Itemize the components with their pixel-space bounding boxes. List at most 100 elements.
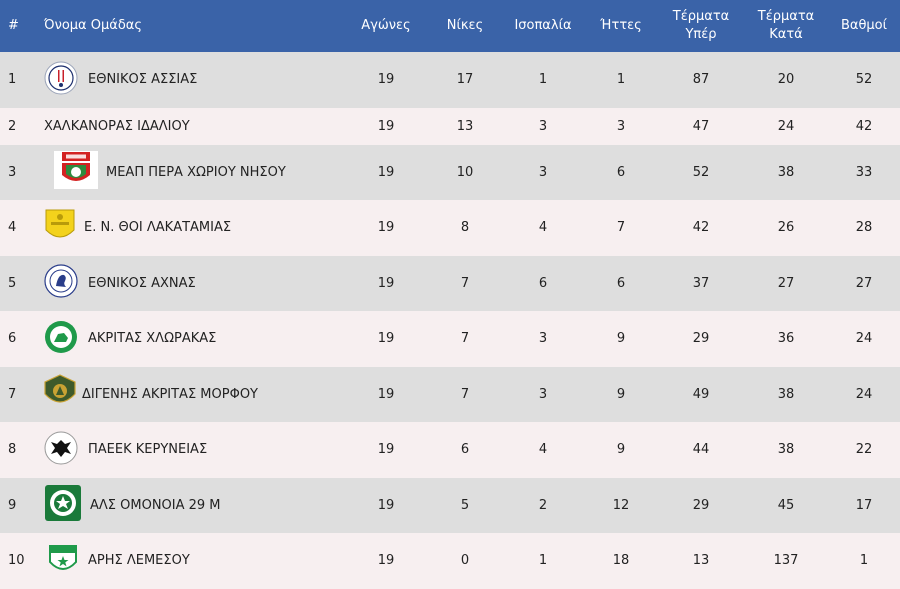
- played-cell: 19: [377, 164, 395, 180]
- table-row: 5 ΕΘΝΙΚΟΣ ΑΧΝΑΣ 19 7 6 6 37 2: [0, 255, 900, 312]
- header-rank: #: [8, 18, 19, 33]
- goals-against-cell: 38: [777, 442, 795, 458]
- rank-cell: 6: [8, 331, 17, 347]
- goals-against-cell: 20: [777, 72, 795, 88]
- header-goals-for-line2: Υπέρ: [685, 27, 717, 42]
- team-cell: ΑΡΗΣ ΛΕΜΕΣΟΥ: [40, 533, 344, 589]
- goals-against-cell: 38: [777, 386, 795, 402]
- points-cell: 52: [855, 72, 873, 88]
- table-row: 8 ΠΑΕΕΚ ΚΕΡΥΝΕΙΑΣ 19 6 4 9 44 38 22: [0, 422, 900, 478]
- played-cell: 19: [377, 442, 395, 458]
- header-losses: Ήττες: [600, 18, 642, 33]
- table-row: 10 ΑΡΗΣ ΛΕΜΕΣΟΥ 19 0 1 18 13: [0, 533, 900, 589]
- wins-cell: 17: [456, 72, 474, 88]
- goals-for-cell: 49: [692, 386, 710, 402]
- header-wins: Νίκες: [446, 18, 484, 33]
- rank-cell: 2: [8, 118, 17, 134]
- team-cell: ΜΕΑΠ ΠΕΡΑ ΧΩΡΙΟΥ ΝΗΣΟΥ: [40, 145, 344, 201]
- points-cell: 22: [855, 442, 873, 458]
- played-cell: 19: [377, 72, 395, 88]
- team-crest-icon: [48, 542, 78, 580]
- rank-cell: 5: [8, 275, 17, 291]
- table-row: 4 Ε. Ν. ΘΟΙ ΛΑΚΑΤΑΜΙΑΣ 19 8 4 7 42: [0, 200, 900, 256]
- wins-cell: 7: [460, 331, 470, 347]
- table-row: 1 ΕΘΝΙΚΟΣ ΑΣΣΙΑΣ 19 17: [0, 52, 900, 108]
- losses-cell: 6: [616, 275, 626, 291]
- draws-cell: 3: [538, 331, 548, 347]
- rank-cell: 3: [8, 164, 17, 180]
- team-cell: ΑΛΣ ΟΜΟΝΟΙΑ 29 Μ: [40, 478, 344, 534]
- wins-cell: 5: [460, 497, 470, 513]
- draws-cell: 4: [538, 442, 548, 458]
- played-cell: 19: [377, 331, 395, 347]
- played-cell: 19: [377, 553, 395, 569]
- goals-against-cell: 27: [777, 275, 795, 291]
- draws-cell: 3: [538, 386, 548, 402]
- losses-cell: 18: [612, 553, 630, 569]
- team-cell: ΕΘΝΙΚΟΣ ΑΣΣΙΑΣ: [40, 52, 344, 108]
- table-row: 2 ΧΑΛΚΑΝΟΡΑΣ ΙΔΑΛΙΟΥ 19 13 3 3 47 24 42: [0, 107, 900, 145]
- team-name: ΔΙΓΕΝΗΣ ΑΚΡΙΤΑΣ ΜΟΡΦΟΥ: [82, 386, 258, 402]
- team-crest-icon: [44, 208, 76, 248]
- draws-cell: 3: [538, 164, 548, 180]
- wins-cell: 7: [460, 275, 470, 291]
- header-team: Όνομα Ομάδας: [44, 18, 142, 33]
- team-crest-icon: [44, 264, 78, 302]
- goals-for-cell: 29: [692, 497, 710, 513]
- points-cell: 42: [855, 118, 873, 134]
- team-name: ΑΚΡΙΤΑΣ ΧΛΩΡΑΚΑΣ: [88, 331, 217, 347]
- played-cell: 19: [377, 118, 395, 134]
- points-cell: 28: [855, 220, 873, 236]
- goals-against-cell: 45: [777, 497, 795, 513]
- wins-cell: 0: [460, 553, 470, 569]
- goals-for-cell: 13: [692, 553, 710, 569]
- rank-cell: 1: [8, 72, 17, 88]
- team-name: Ε. Ν. ΘΟΙ ΛΑΚΑΤΑΜΙΑΣ: [84, 220, 232, 236]
- draws-cell: 3: [538, 118, 548, 134]
- wins-cell: 13: [456, 118, 474, 134]
- team-cell: Ε. Ν. ΘΟΙ ΛΑΚΑΤΑΜΙΑΣ: [40, 200, 344, 256]
- header-draws: Ισοπαλία: [514, 18, 572, 33]
- team-name: ΜΕΑΠ ΠΕΡΑ ΧΩΡΙΟΥ ΝΗΣΟΥ: [106, 164, 286, 180]
- team-name: ΕΘΝΙΚΟΣ ΑΣΣΙΑΣ: [88, 72, 198, 88]
- header-goals-against-line1: Τέρματα: [757, 9, 815, 24]
- rank-cell: 9: [8, 497, 17, 513]
- goals-for-cell: 42: [692, 220, 710, 236]
- played-cell: 19: [377, 497, 395, 513]
- draws-cell: 2: [538, 497, 548, 513]
- team-crest-icon: [44, 484, 82, 526]
- team-cell: ΧΑΛΚΑΝΟΡΑΣ ΙΔΑΛΙΟΥ: [40, 108, 344, 145]
- header-points: Βαθμοί: [840, 18, 888, 33]
- header-played: Αγώνες: [361, 18, 411, 33]
- team-cell: ΠΑΕΕΚ ΚΕΡΥΝΕΙΑΣ: [40, 422, 344, 478]
- team-crest-icon: [44, 374, 76, 414]
- draws-cell: 1: [538, 553, 548, 569]
- wins-cell: 8: [460, 220, 470, 236]
- team-name: ΑΛΣ ΟΜΟΝΟΙΑ 29 Μ: [90, 497, 221, 513]
- goals-for-cell: 29: [692, 331, 710, 347]
- team-cell: ΔΙΓΕΝΗΣ ΑΚΡΙΤΑΣ ΜΟΡΦΟΥ: [40, 367, 344, 423]
- points-cell: 27: [855, 275, 873, 291]
- played-cell: 19: [377, 386, 395, 402]
- team-cell: ΕΘΝΙΚΟΣ ΑΧΝΑΣ: [40, 256, 344, 312]
- wins-cell: 7: [460, 386, 470, 402]
- team-name: ΠΑΕΕΚ ΚΕΡΥΝΕΙΑΣ: [88, 442, 208, 458]
- points-cell: 33: [855, 164, 873, 180]
- table-row: 3 ΜΕΑΠ ΠΕΡΑ ΧΩΡΙΟΥ ΝΗΣΟΥ: [0, 144, 900, 201]
- points-cell: 24: [855, 331, 873, 347]
- rank-cell: 8: [8, 442, 17, 458]
- goals-against-cell: 36: [777, 331, 795, 347]
- team-crest-icon: [54, 151, 98, 193]
- losses-cell: 12: [612, 497, 630, 513]
- losses-cell: 9: [616, 331, 626, 347]
- goals-for-cell: 52: [692, 164, 710, 180]
- header-goals-against-line2: Κατά: [769, 27, 803, 42]
- team-cell: ΑΚΡΙΤΑΣ ΧΛΩΡΑΚΑΣ: [40, 311, 344, 367]
- header-goals-for: Τέρματα Υπέρ: [658, 0, 744, 52]
- goals-against-cell: 38: [777, 164, 795, 180]
- losses-cell: 6: [616, 164, 626, 180]
- rank-cell: 10: [8, 553, 25, 569]
- team-crest-icon: [44, 320, 78, 358]
- losses-cell: 9: [616, 442, 626, 458]
